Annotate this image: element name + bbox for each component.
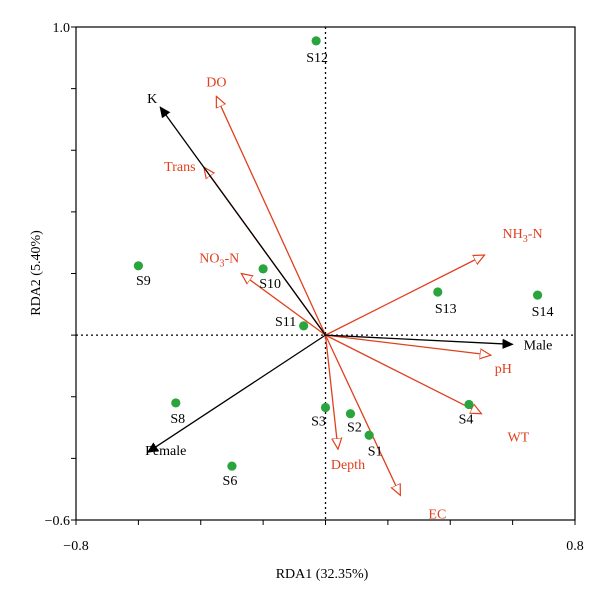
x-tick-label: −0.8 xyxy=(63,539,88,554)
site-label: S12 xyxy=(306,51,328,66)
site-point-s3 xyxy=(320,402,331,413)
env-vector-ec xyxy=(324,334,401,495)
site-point-s6 xyxy=(227,461,237,471)
site-label: S3 xyxy=(311,415,326,430)
env-vector-label: WT xyxy=(507,431,529,446)
reference-lines xyxy=(76,27,575,520)
env-vector-label: pH xyxy=(495,362,512,377)
site-point-s4 xyxy=(464,399,474,410)
site-point-s14 xyxy=(532,290,543,300)
site-label: S2 xyxy=(347,421,362,436)
site-point-s1 xyxy=(364,430,374,440)
species-vectors: K Male Female xyxy=(145,92,552,459)
y-tick-label: 1.0 xyxy=(53,21,71,36)
site-points: S1 S2 S3 S4 S6 S8 S9 S10 S11 S12 S13 S14 xyxy=(133,36,554,489)
site-point-s2 xyxy=(345,409,356,419)
env-vector-label: Trans xyxy=(164,160,195,175)
env-vector-depth xyxy=(324,335,338,449)
env-vector-label: NH3-N xyxy=(503,227,543,245)
env-vector-label: NO3-N xyxy=(199,252,239,270)
axis-ticks: −0.8 0.8 −0.6 1.0 xyxy=(45,21,584,554)
site-label: S8 xyxy=(170,412,185,427)
species-vector-male xyxy=(325,334,513,344)
env-vector-no3-n xyxy=(241,274,326,336)
species-vector-label: Female xyxy=(145,444,186,459)
env-vector-label: DO xyxy=(206,75,226,90)
site-label: S1 xyxy=(368,444,383,459)
env-vector-nh3-n xyxy=(325,255,485,336)
x-axis-title: RDA1 (32.35%) xyxy=(276,567,369,582)
env-vector-label: EC xyxy=(428,507,446,522)
env-vector-do xyxy=(216,96,327,336)
environmental-vectors: DO Trans NO3-N NH3-N pH WT Depth EC xyxy=(164,75,542,522)
species-vector-label: Male xyxy=(524,338,553,353)
y-tick-label: −0.6 xyxy=(45,514,70,529)
y-axis-title: RDA2 (5.40%) xyxy=(29,230,44,316)
species-vector-k xyxy=(160,107,327,336)
species-vector-female xyxy=(148,334,326,452)
site-label: S11 xyxy=(275,315,296,330)
site-label: S14 xyxy=(532,305,554,320)
site-point-s11 xyxy=(299,321,309,331)
site-point-s10 xyxy=(258,264,268,274)
env-vector-label: Depth xyxy=(331,458,365,473)
site-label: S4 xyxy=(459,412,474,427)
site-label: S6 xyxy=(223,474,238,489)
env-vector-wt xyxy=(325,334,482,414)
site-point-s9 xyxy=(133,261,143,271)
x-tick-label: 0.8 xyxy=(566,539,584,554)
env-vector-ph xyxy=(325,334,491,355)
site-point-s12 xyxy=(311,36,321,46)
site-point-s8 xyxy=(171,398,181,408)
species-vector-label: K xyxy=(147,92,157,107)
site-point-s13 xyxy=(433,287,443,297)
site-label: S13 xyxy=(435,302,457,317)
site-label: S9 xyxy=(136,274,151,289)
site-label: S10 xyxy=(259,277,281,292)
